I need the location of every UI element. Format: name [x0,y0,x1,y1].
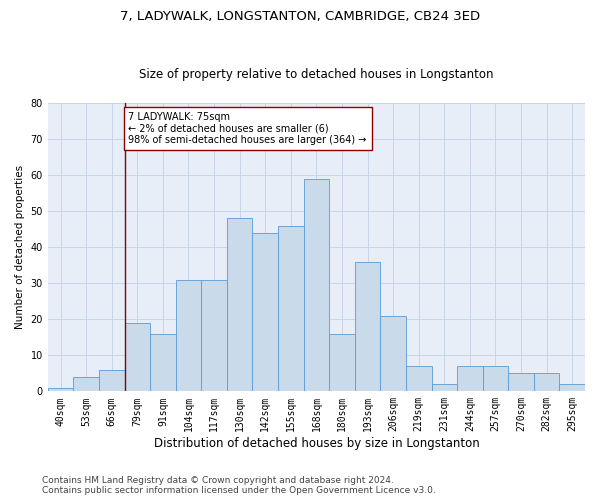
Title: Size of property relative to detached houses in Longstanton: Size of property relative to detached ho… [139,68,494,81]
Y-axis label: Number of detached properties: Number of detached properties [15,165,25,329]
Text: 7 LADYWALK: 75sqm
← 2% of detached houses are smaller (6)
98% of semi-detached h: 7 LADYWALK: 75sqm ← 2% of detached house… [128,112,367,145]
Bar [278,226,304,392]
Bar [431,384,457,392]
Bar [201,280,227,392]
Text: 7, LADYWALK, LONGSTANTON, CAMBRIDGE, CB24 3ED: 7, LADYWALK, LONGSTANTON, CAMBRIDGE, CB2… [120,10,480,23]
Bar [355,262,380,392]
Bar [48,388,73,392]
Bar [99,370,125,392]
Bar [329,334,355,392]
Bar [457,366,482,392]
Bar [253,233,278,392]
Bar [150,334,176,392]
Bar [304,178,329,392]
X-axis label: Distribution of detached houses by size in Longstanton: Distribution of detached houses by size … [154,437,479,450]
Bar [125,323,150,392]
Bar [380,316,406,392]
Bar [534,374,559,392]
Bar [406,366,431,392]
Bar [482,366,508,392]
Bar [508,374,534,392]
Bar [227,218,253,392]
Bar [559,384,585,392]
Bar [73,377,99,392]
Bar [176,280,201,392]
Text: Contains HM Land Registry data © Crown copyright and database right 2024.
Contai: Contains HM Land Registry data © Crown c… [42,476,436,495]
